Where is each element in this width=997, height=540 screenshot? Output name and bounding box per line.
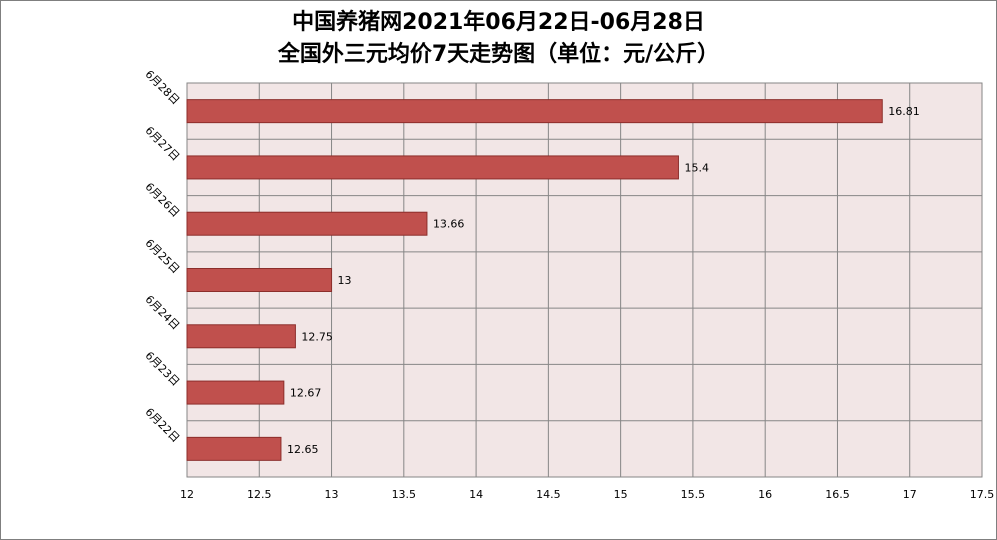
- y-category-label: 6月25日: [142, 237, 182, 277]
- data-label: 15.4: [684, 161, 709, 174]
- chart-subtitle: 全国外三元均价7天走势图（单位：元/公斤）: [277, 42, 720, 67]
- x-tick-label: 13: [325, 488, 339, 501]
- x-tick-label: 17: [903, 488, 917, 501]
- x-tick-label: 15: [614, 488, 628, 501]
- bar: [186, 380, 285, 405]
- x-tick-label: 16: [758, 488, 772, 501]
- x-tick-label: 14: [469, 488, 483, 501]
- data-label: 12.65: [287, 443, 319, 456]
- data-label: 16.81: [888, 105, 920, 118]
- x-tick-label: 13.5: [392, 488, 417, 501]
- y-category-label: 6月23日: [142, 349, 182, 389]
- x-tick-label: 12.5: [247, 488, 272, 501]
- y-category-label: 6月26日: [142, 180, 182, 220]
- bar: [186, 99, 883, 124]
- data-label: 12.67: [290, 387, 322, 400]
- y-category-label: 6月28日: [142, 68, 182, 108]
- bar: [186, 268, 333, 292]
- x-tick-label: 15.5: [681, 488, 706, 501]
- data-label: 13: [338, 274, 352, 287]
- y-category-label: 6月27日: [142, 124, 182, 164]
- x-tick-label: 12: [180, 488, 194, 501]
- x-tick-label: 17.5: [970, 488, 995, 501]
- y-category-label: 6月24日: [142, 293, 182, 333]
- bar: [186, 324, 296, 349]
- bar: [186, 211, 428, 236]
- chart-title: 中国养猪网2021年06月22日-06月28日: [292, 10, 705, 35]
- bar: [186, 155, 679, 180]
- data-label: 12.75: [301, 330, 333, 343]
- x-tick-label: 16.5: [825, 488, 850, 501]
- y-category-label: 6月22日: [142, 405, 182, 445]
- data-label: 13.66: [433, 218, 465, 231]
- bar: [186, 436, 282, 461]
- x-tick-label: 14.5: [536, 488, 561, 501]
